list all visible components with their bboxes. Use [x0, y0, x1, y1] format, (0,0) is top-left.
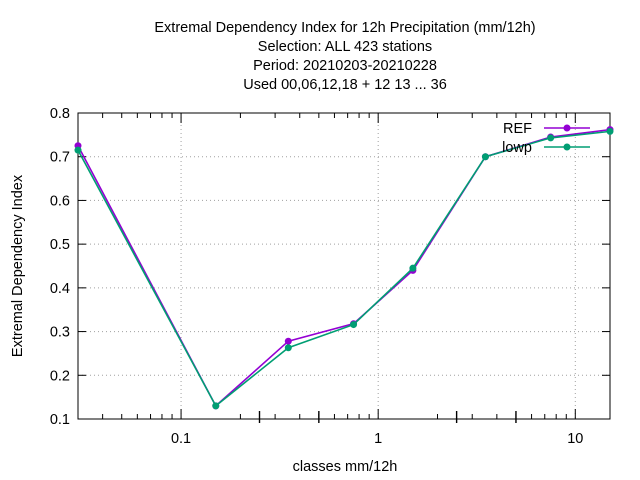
title-line-1: Extremal Dependency Index for 12h Precip… [154, 20, 535, 36]
y-tick-label: 0.1 [50, 412, 70, 428]
y-tick-label: 0.7 [50, 150, 70, 166]
data-point [74, 146, 82, 154]
axis-ticks [78, 112, 610, 423]
series-lines [74, 126, 614, 410]
grid [78, 113, 610, 419]
y-tick-label: 0.8 [50, 106, 70, 122]
legend-entry: REF [503, 121, 590, 137]
y-tick-label: 0.5 [50, 237, 70, 253]
series-line [77, 130, 611, 408]
plot-frame [77, 112, 611, 420]
series-line [77, 128, 611, 408]
title-line-2: Selection: ALL 423 stations [258, 39, 432, 55]
data-point [409, 264, 417, 272]
legend-label: REF [503, 121, 532, 137]
title-line-3: Period: 20210203-20210228 [253, 58, 437, 74]
tick-labels: 0.1 0.2 0.3 0.4 0.5 0.6 0.7 0.8 0.1 1 10 [50, 106, 584, 447]
data-point [547, 134, 555, 142]
legend-marker [563, 124, 571, 132]
y-tick-label: 0.4 [50, 281, 70, 297]
legend-entry: lowp [502, 140, 590, 156]
legend-label: lowp [502, 140, 532, 156]
chart-title: Extremal Dependency Index for 12h Precip… [154, 20, 535, 93]
title-line-4: Used 00,06,12,18 + 12 13 ... 36 [243, 77, 447, 93]
x-tick-label: 1 [374, 431, 382, 447]
data-point [481, 153, 489, 161]
x-tick-label: 0.1 [171, 431, 191, 447]
y-tick-label: 0.2 [50, 368, 70, 384]
data-point [284, 337, 292, 345]
data-point [212, 402, 220, 410]
data-point [350, 321, 358, 329]
data-point [606, 127, 614, 135]
series-lowp [74, 127, 614, 410]
y-tick-label: 0.3 [50, 325, 70, 341]
x-tick-label: 10 [567, 431, 583, 447]
series-ref [74, 126, 614, 410]
x-axis-label: classes mm/12h [293, 459, 398, 475]
legend-marker [563, 143, 571, 151]
y-tick-label: 0.6 [50, 193, 70, 209]
legend: REF lowp [502, 121, 590, 156]
data-point [284, 344, 292, 352]
y-axis-label: Extremal Dependency Index [10, 174, 26, 357]
